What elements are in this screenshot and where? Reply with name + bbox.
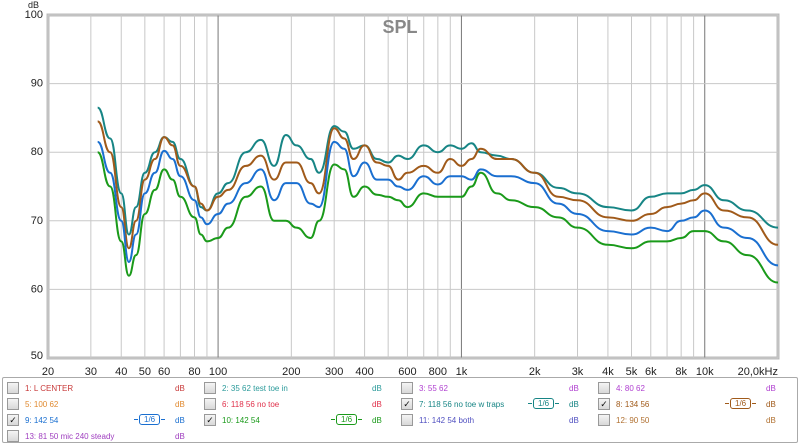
x-tick-label: 20 <box>42 366 54 377</box>
unit-label: dB <box>372 416 382 425</box>
legend-label: 4: 80 62 <box>616 383 645 393</box>
unit-label: dB <box>569 416 579 425</box>
x-tick-label: 3k <box>572 366 584 377</box>
legend-label: 7: 118 56 no toe w traps <box>419 399 505 409</box>
x-tick-label: 8k <box>675 366 687 377</box>
y-tick-label: 70 <box>31 215 43 227</box>
legend-item[interactable]: 6: 118 56 no toe dB <box>204 396 394 412</box>
y-tick-label: 90 <box>31 78 43 90</box>
legend-label: 11: 142 54 both <box>419 415 475 425</box>
unit-label: dB <box>766 384 776 393</box>
spl-chart: 50 60 70 80 90 100 20 30 40 50 60 80 100 200 300 400 600… <box>25 0 780 377</box>
x-tick-label: 40 <box>115 366 127 377</box>
smoothing-badge[interactable]: 1/6 <box>330 414 363 425</box>
x-tick-label: 60 <box>158 366 170 377</box>
x-tick-label: 5k <box>626 366 638 377</box>
legend-item[interactable]: 5: 100 62 dB <box>7 396 197 412</box>
legend-item[interactable]: ✓ 7: 118 56 no toe w traps 1/6 dB <box>401 396 591 412</box>
legend-label: 5: 100 62 <box>25 399 59 409</box>
x-tick-label: 80 <box>188 366 200 377</box>
checkbox[interactable]: ✓ <box>401 398 413 410</box>
y-tick-label: 60 <box>31 283 43 295</box>
x-tick-label: 800 <box>429 366 447 377</box>
chart-title: SPL <box>382 17 417 37</box>
x-tick-label: 6k <box>645 366 657 377</box>
y-tick-label: 50 <box>31 350 43 362</box>
x-tick-label: 400 <box>355 366 373 377</box>
legend-label: 6: 118 56 no toe <box>222 399 280 409</box>
series-line-10 <box>97 151 779 284</box>
legend-label: 13: 81 50 mic 240 steady <box>25 431 115 441</box>
x-tick-label: 4k <box>602 366 614 377</box>
unit-label: dB <box>766 400 776 409</box>
legend-label: 10: 142 54 <box>222 415 260 425</box>
legend-item[interactable]: 2: 35 62 test toe in dB <box>204 380 394 396</box>
unit-label: dB <box>175 416 185 425</box>
unit-label: dB <box>372 400 382 409</box>
checkbox[interactable] <box>204 382 216 394</box>
legend-label: 8: 134 56 <box>616 399 650 409</box>
checkbox[interactable]: ✓ <box>598 398 610 410</box>
unit-label: dB <box>175 384 185 393</box>
legend-item[interactable]: ✓ 9: 142 54 1/6 dB <box>7 412 197 428</box>
x-tick-label: 1k <box>456 366 468 377</box>
checkbox[interactable] <box>401 414 413 426</box>
legend: 1: L CENTER dB 2: 35 62 test toe in dB 3: 55… <box>2 377 798 443</box>
smoothing-badge[interactable]: 1/6 <box>133 414 166 425</box>
x-tick-label: 50 <box>139 366 151 377</box>
legend-item[interactable]: 11: 142 54 both dB <box>401 412 591 428</box>
checkbox[interactable]: ✓ <box>204 414 216 426</box>
checkbox[interactable] <box>7 398 19 410</box>
legend-label: 12: 90 50 <box>616 415 650 425</box>
y-tick-label: 100 <box>25 9 43 21</box>
legend-item[interactable]: 3: 55 62 dB <box>401 380 591 396</box>
smoothing-badge[interactable]: 1/6 <box>527 398 560 409</box>
series-line-9 <box>97 140 779 267</box>
legend-label: 2: 35 62 test toe in <box>222 383 288 393</box>
checkbox[interactable] <box>598 414 610 426</box>
checkbox[interactable] <box>401 382 413 394</box>
x-tick-label: 30 <box>85 366 97 377</box>
x-tick-label: 20,0kHz <box>738 366 778 377</box>
legend-label: 1: L CENTER <box>25 383 74 393</box>
legend-label: 9: 142 54 <box>25 415 59 425</box>
smoothing-badge[interactable]: 1/6 <box>724 398 757 409</box>
legend-item[interactable]: 13: 81 50 mic 240 steady dB <box>7 428 197 444</box>
unit-label: dB <box>175 400 185 409</box>
legend-item[interactable]: 1: L CENTER dB <box>7 380 197 396</box>
checkbox[interactable]: ✓ <box>7 414 19 426</box>
x-tick-label: 100 <box>209 366 227 377</box>
unit-label: dB <box>569 400 579 409</box>
unit-label: dB <box>175 432 185 441</box>
x-tick-label: 200 <box>282 366 300 377</box>
checkbox[interactable] <box>598 382 610 394</box>
checkbox[interactable] <box>7 430 19 442</box>
series-line-8 <box>97 120 779 250</box>
unit-label: dB <box>372 384 382 393</box>
unit-label: dB <box>766 416 776 425</box>
x-tick-label: 300 <box>325 366 343 377</box>
x-tick-label: 2k <box>529 366 541 377</box>
x-tick-label: 600 <box>398 366 416 377</box>
checkbox[interactable] <box>204 398 216 410</box>
x-tick-label: 10k <box>696 366 714 377</box>
legend-label: 3: 55 62 <box>419 383 448 393</box>
checkbox[interactable] <box>7 382 19 394</box>
unit-label: dB <box>569 384 579 393</box>
y-tick-label: 80 <box>31 146 43 158</box>
legend-item[interactable]: ✓ 10: 142 54 1/6 dB <box>204 412 394 428</box>
legend-item[interactable]: 12: 90 50 dB <box>598 412 788 428</box>
legend-item[interactable]: 4: 80 62 dB <box>598 380 788 396</box>
y-axis-label: dB <box>28 0 39 10</box>
legend-item[interactable]: ✓ 8: 134 56 1/6 dB <box>598 396 788 412</box>
